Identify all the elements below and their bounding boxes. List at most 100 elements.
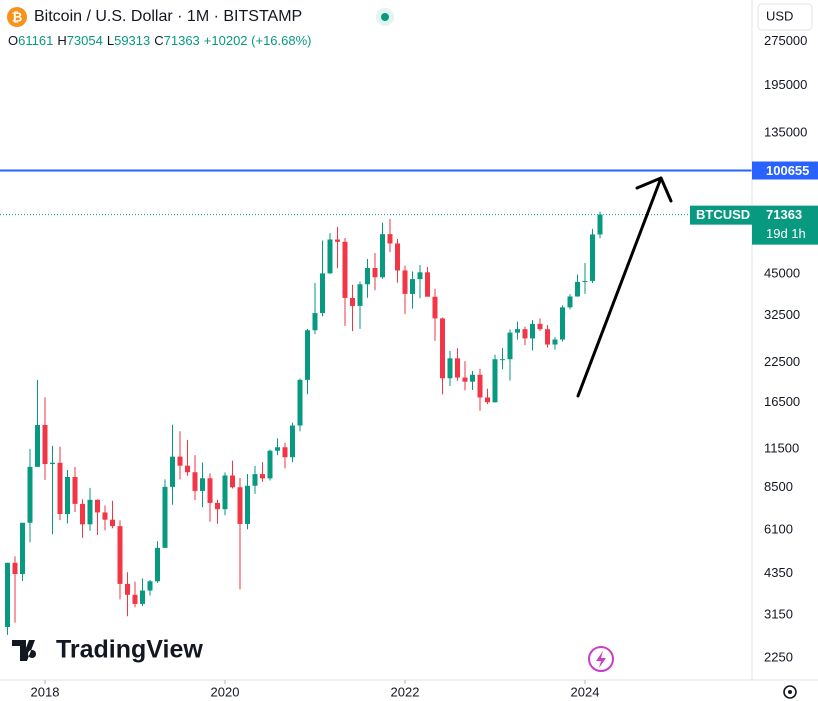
candle-body bbox=[275, 447, 280, 451]
ohlc-change: +10202 (+16.68%) bbox=[204, 33, 312, 48]
candle-body bbox=[320, 273, 325, 314]
candle-body bbox=[462, 377, 468, 382]
candle-body bbox=[560, 307, 565, 340]
currency-button[interactable] bbox=[757, 3, 813, 31]
y-tick-label: 3150 bbox=[764, 607, 793, 622]
candle-body bbox=[87, 499, 93, 525]
candle-body bbox=[27, 466, 33, 523]
candle-body bbox=[492, 359, 498, 403]
brand-logo: TradingView bbox=[12, 636, 203, 664]
last-price-bg bbox=[752, 205, 818, 245]
y-tick-label: 2250 bbox=[764, 650, 793, 665]
candle-body bbox=[485, 397, 490, 403]
market-status-dot bbox=[381, 13, 389, 21]
candle-body bbox=[470, 374, 475, 382]
candle-body bbox=[440, 318, 445, 379]
ohlc-value: 73054 bbox=[67, 33, 103, 48]
arrow-drawing bbox=[576, 176, 663, 398]
y-tick-label: 32500 bbox=[764, 307, 800, 322]
y-tick-label: 135000 bbox=[764, 124, 807, 139]
candle-body bbox=[267, 450, 273, 479]
candle-body bbox=[20, 522, 25, 575]
candle-body bbox=[515, 329, 520, 333]
candle-body bbox=[312, 313, 318, 331]
candle-body bbox=[5, 562, 10, 627]
candle-body bbox=[57, 462, 63, 515]
ohlc-prefix: L bbox=[107, 33, 114, 48]
candle-body bbox=[387, 234, 393, 244]
ohlc-value: 59313 bbox=[114, 33, 150, 48]
y-tick-label: 8500 bbox=[764, 479, 793, 494]
candle-body bbox=[582, 280, 588, 282]
candle-body bbox=[597, 214, 603, 235]
candle-body bbox=[125, 583, 130, 595]
y-tick-label: 16500 bbox=[764, 394, 800, 409]
candle-body bbox=[342, 241, 348, 298]
candle-body bbox=[297, 379, 303, 426]
y-tick-label: 6100 bbox=[764, 522, 793, 537]
hline-label: 100655 bbox=[766, 163, 809, 178]
chart-title: Bitcoin / U.S. Dollar · 1M · BITSTAMP bbox=[34, 8, 302, 25]
candle-body bbox=[327, 239, 333, 274]
bitcoin-icon-glyph: ₿ bbox=[12, 9, 23, 24]
candle-body bbox=[305, 330, 310, 380]
candle-body bbox=[432, 296, 438, 319]
candle-body bbox=[110, 519, 115, 527]
candle-body bbox=[192, 472, 198, 491]
candle-body bbox=[402, 270, 408, 294]
candle-body bbox=[252, 474, 258, 486]
candle-body bbox=[207, 478, 213, 503]
x-tick-label: 2020 bbox=[211, 684, 240, 699]
candle-body bbox=[185, 465, 190, 473]
candle-body bbox=[500, 359, 505, 361]
y-tick-label: 11500 bbox=[764, 440, 799, 455]
brand-name: TradingView bbox=[56, 636, 203, 664]
candle-body bbox=[290, 425, 295, 458]
y-tick-label: 4350 bbox=[764, 565, 793, 580]
candle-body bbox=[140, 590, 145, 604]
ohlc-text: O61161 H73054 L59313 C71363 +10202 (+16.68%) bbox=[8, 33, 312, 48]
candle-body bbox=[170, 456, 175, 487]
ohlc-value: 61161 bbox=[18, 33, 53, 48]
candle-body bbox=[567, 296, 573, 308]
arrow-head bbox=[635, 176, 673, 203]
candle-body bbox=[237, 487, 243, 524]
candle-body bbox=[117, 526, 123, 584]
y-tick-label: 22500 bbox=[764, 354, 800, 369]
candle-body bbox=[410, 279, 415, 294]
y-tick-label: 195000 bbox=[764, 77, 807, 92]
candle-body bbox=[380, 234, 385, 278]
settings-icon[interactable] bbox=[783, 685, 797, 699]
candle-body bbox=[35, 424, 40, 467]
candle-body bbox=[372, 267, 378, 278]
y-tick-label: 45000 bbox=[764, 265, 800, 280]
candle-body bbox=[102, 512, 108, 520]
symbol-label: BTCUSD bbox=[696, 207, 750, 222]
x-tick-label: 2022 bbox=[391, 684, 420, 699]
candle-body bbox=[12, 562, 18, 575]
candle-body bbox=[42, 424, 48, 465]
countdown-label: 19d 1h bbox=[766, 226, 806, 241]
candle-body bbox=[530, 323, 535, 339]
plot-area bbox=[0, 169, 752, 635]
last-price-label: 71363 bbox=[766, 207, 802, 222]
candle-body bbox=[522, 329, 528, 339]
candle-body bbox=[177, 456, 183, 466]
candle-body bbox=[80, 503, 85, 525]
currency-label[interactable]: USD bbox=[766, 8, 793, 23]
candle-body bbox=[477, 374, 483, 398]
ohlc-prefix: O bbox=[8, 33, 18, 48]
candle-body bbox=[357, 284, 363, 306]
candle-body bbox=[230, 475, 235, 488]
candle-body bbox=[365, 267, 370, 285]
hline-label-bg bbox=[752, 161, 818, 180]
x-tick-label: 2018 bbox=[31, 684, 60, 699]
ohlc-prefix: H bbox=[57, 33, 66, 48]
candle-body bbox=[222, 475, 228, 510]
x-tick-label: 2024 bbox=[571, 684, 600, 699]
candle-body bbox=[245, 485, 250, 524]
ohlc-legend: O61161 H73054 L59313 C71363 +10202 (+16.68%) bbox=[8, 33, 312, 48]
candle-body bbox=[455, 358, 460, 378]
candle-body bbox=[590, 234, 595, 281]
